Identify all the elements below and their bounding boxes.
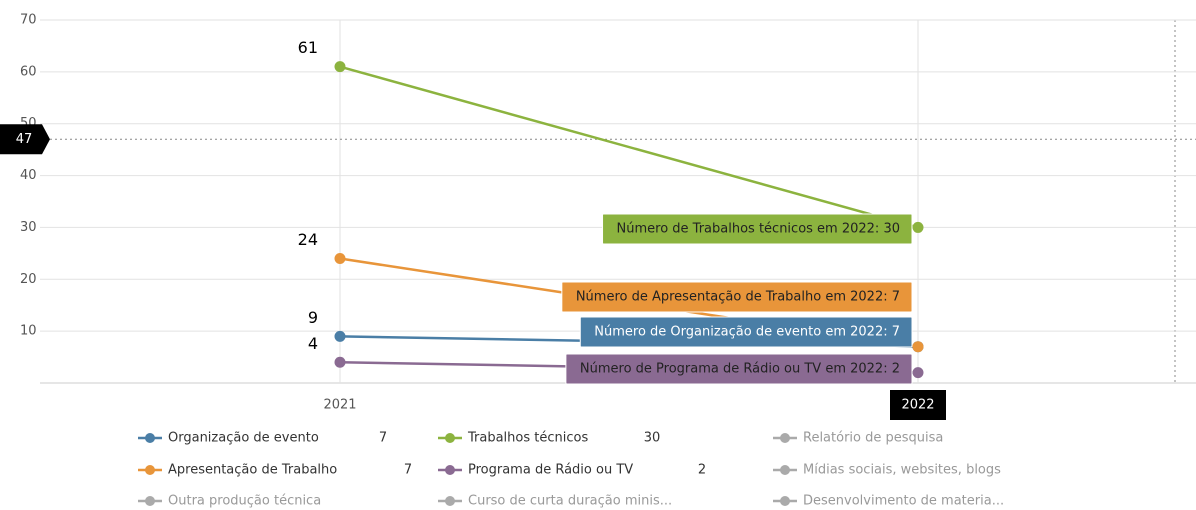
tooltip-text: Número de Programa de Rádio ou TV em 202… bbox=[580, 362, 900, 377]
legend-marker bbox=[445, 496, 455, 506]
legend-item[interactable]: Curso de curta duração minis... bbox=[438, 494, 672, 509]
legend-item[interactable]: Organização de evento 7 bbox=[138, 431, 387, 446]
legend-item[interactable]: Relatório de pesquisa bbox=[773, 431, 943, 446]
point bbox=[334, 61, 346, 73]
legend-item[interactable]: Programa de Rádio ou TV 2 bbox=[438, 463, 706, 478]
legend-label: Desenvolvimento de materia... bbox=[803, 494, 1004, 509]
series-line bbox=[339, 65, 919, 229]
legend-marker bbox=[445, 465, 455, 475]
legend-marker bbox=[145, 496, 155, 506]
x-tick-label: 2021 bbox=[323, 398, 356, 413]
point bbox=[334, 330, 346, 342]
legend-label: Trabalhos técnicos bbox=[467, 431, 588, 446]
tooltip-box bbox=[561, 281, 913, 313]
legend-label: Outra produção técnica bbox=[168, 494, 321, 509]
legend-marker bbox=[780, 496, 790, 506]
legend-label: Curso de curta duração minis... bbox=[468, 494, 672, 509]
legend-marker bbox=[780, 433, 790, 443]
point bbox=[912, 367, 924, 379]
legend-marker bbox=[780, 465, 790, 475]
legend-item[interactable]: Outra produção técnica bbox=[138, 494, 321, 509]
legend-item[interactable]: Desenvolvimento de materia... bbox=[773, 494, 1004, 509]
y-tick-label: 40 bbox=[20, 168, 37, 183]
tooltip: Número de Trabalhos técnicos em 2022: 30 bbox=[602, 213, 913, 245]
legend-label: Programa de Rádio ou TV bbox=[468, 463, 633, 478]
tooltip-box bbox=[602, 213, 913, 245]
legend-marker bbox=[145, 465, 155, 475]
legend-item[interactable]: Trabalhos técnicos 30 bbox=[438, 431, 660, 446]
tooltip: Número de Organização de evento em 2022:… bbox=[579, 316, 913, 348]
data-label: 4 bbox=[308, 334, 318, 353]
point bbox=[912, 221, 924, 233]
data-label: 9 bbox=[308, 308, 318, 327]
legend-item[interactable]: Apresentação de Trabalho 7 bbox=[138, 463, 412, 478]
tooltip-text: Número de Trabalhos técnicos em 2022: 30 bbox=[617, 222, 900, 237]
data-label: 61 bbox=[298, 38, 318, 57]
crosshair-y-label: 47 bbox=[16, 132, 33, 147]
y-tick-label: 30 bbox=[20, 220, 37, 235]
data-label: 24 bbox=[298, 230, 318, 249]
y-tick-label: 10 bbox=[20, 324, 37, 339]
tooltip: Número de Apresentação de Trabalho em 20… bbox=[561, 281, 913, 313]
legend-value: 30 bbox=[644, 431, 661, 446]
legend-marker bbox=[145, 433, 155, 443]
legend-label: Organização de evento bbox=[168, 431, 319, 446]
legend-item[interactable]: Mídias sociais, websites, blogs bbox=[773, 463, 1001, 478]
legend-label: Apresentação de Trabalho bbox=[168, 463, 337, 478]
tooltip: Número de Programa de Rádio ou TV em 202… bbox=[565, 353, 913, 385]
crosshair-y-label-box bbox=[0, 124, 50, 155]
point bbox=[334, 253, 346, 265]
y-tick-label: 60 bbox=[20, 64, 37, 79]
tooltip-text: Número de Apresentação de Trabalho em 20… bbox=[576, 290, 900, 305]
x-tick-label: 2022 bbox=[901, 398, 934, 413]
y-tick-label: 70 bbox=[20, 13, 37, 28]
tooltip-box bbox=[565, 353, 913, 385]
y-tick-label: 20 bbox=[20, 272, 37, 287]
tooltip-text: Número de Organização de evento em 2022:… bbox=[594, 325, 900, 340]
crosshair-x-label-box bbox=[890, 390, 946, 420]
point bbox=[334, 356, 346, 368]
point bbox=[912, 341, 924, 353]
legend-value: 7 bbox=[404, 463, 412, 478]
legend-label: Mídias sociais, websites, blogs bbox=[803, 463, 1001, 478]
tooltip-box bbox=[579, 316, 913, 348]
legend-label: Relatório de pesquisa bbox=[803, 431, 943, 446]
legend-value: 2 bbox=[698, 463, 706, 478]
legend-value: 7 bbox=[379, 431, 387, 446]
legend-marker bbox=[445, 433, 455, 443]
